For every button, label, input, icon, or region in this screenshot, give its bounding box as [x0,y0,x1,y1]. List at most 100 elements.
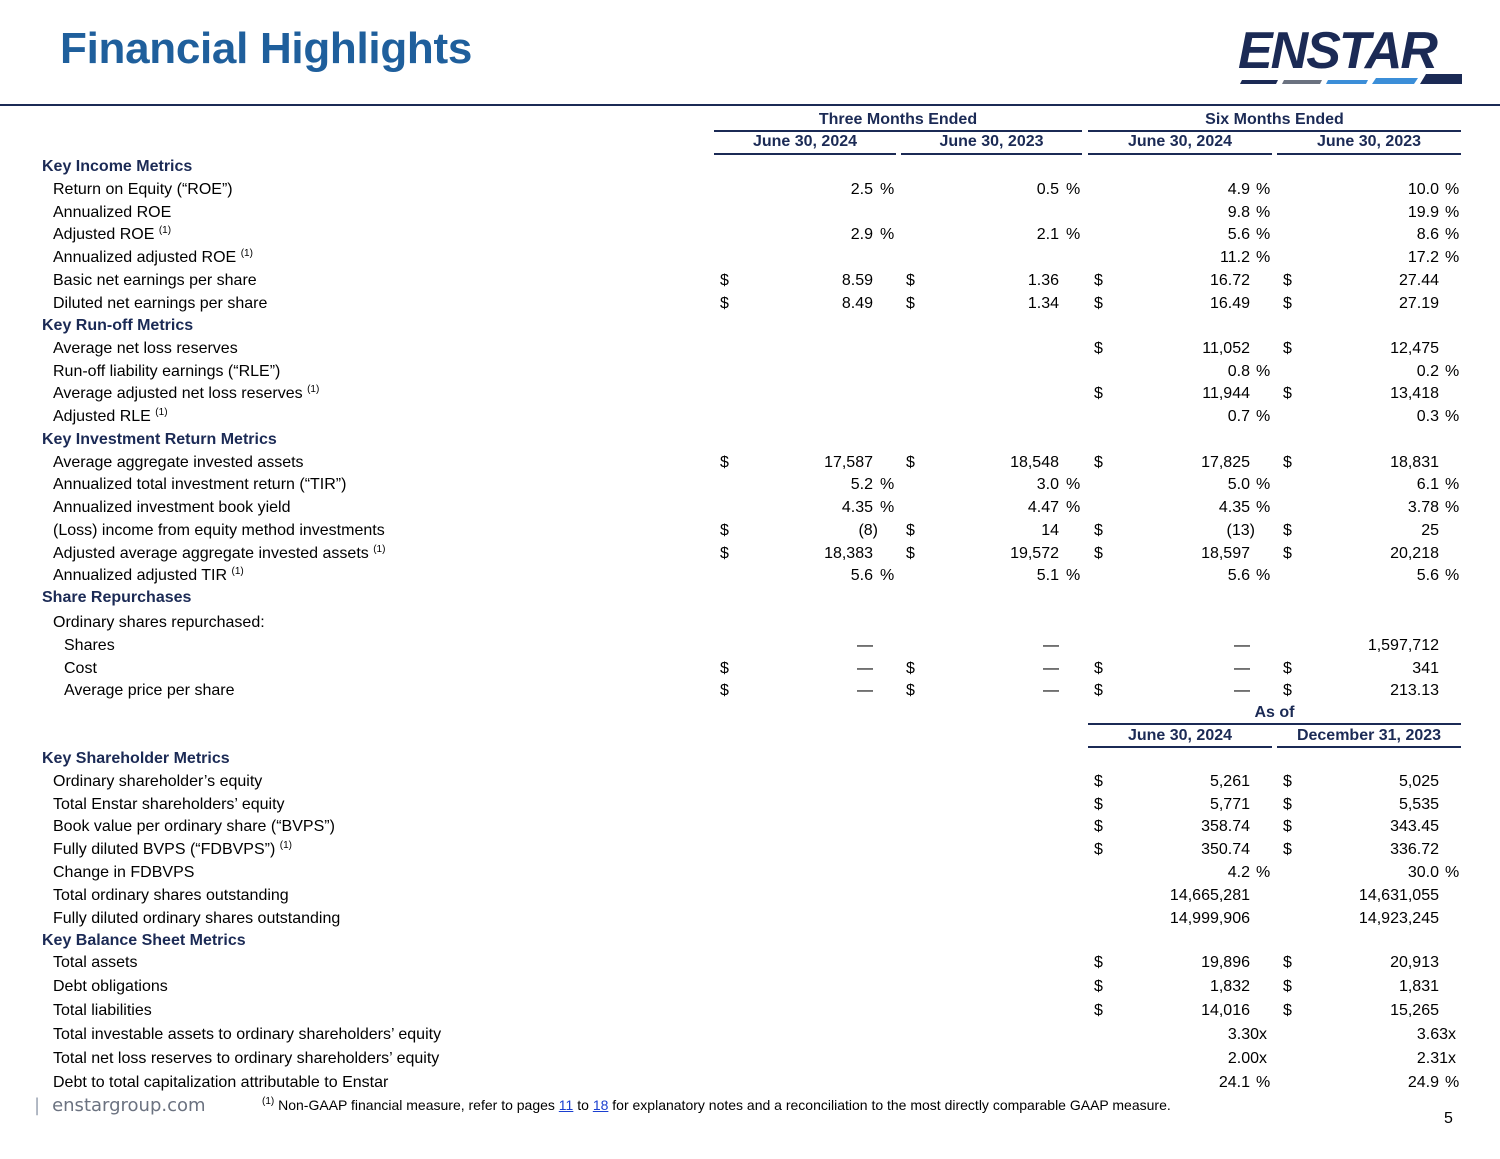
row-label: Ordinary shares repurchased: [53,614,265,632]
footer-separator: | [34,1095,41,1116]
row-label-text: Ordinary shareholder’s equity [53,773,263,790]
value-ytd-2023: 8.6 [1416,226,1439,243]
header-col1-rule [714,153,896,155]
row-label: Return on Equity (“ROE”) [53,181,233,199]
value-q2-2023: 14 [1041,522,1059,539]
dollar-sign: $ [1283,272,1292,289]
footnote-link-page-18[interactable]: 18 [592,1097,609,1113]
footnote-link-page-11[interactable]: 11 [558,1097,574,1113]
value-q2-2023: 4.47 [1027,499,1059,516]
row-label-text: Run-off liability earnings (“RLE”) [53,363,281,380]
value-ytd-2023: 13,418 [1390,385,1439,402]
row-label: Annualized total investment return (“TIR… [53,476,346,494]
percent-sign: % [1256,181,1271,198]
value-ytd-2023: 0.3 [1416,408,1439,425]
value-ytd-2024: 1,832 [1209,978,1250,995]
enstar-logo: ENSTAR [1238,22,1462,84]
row-label: Average net loss reserves [53,340,238,358]
value-q2-2024: 4.35 [841,499,873,516]
value-ytd-2023: 2.31x [1416,1050,1456,1067]
value-q2-2024: — [857,682,873,699]
dollar-sign: $ [1283,385,1292,402]
value-ytd-2024: 14,016 [1201,1002,1250,1019]
dollar-sign: $ [720,660,729,677]
value-ytd-2024: 16.72 [1209,272,1250,289]
value-ytd-2024: 18,597 [1201,545,1250,562]
dollar-sign: $ [1283,682,1292,699]
dollar-sign: $ [1283,954,1292,971]
dollar-sign: $ [1094,978,1103,995]
percent-sign: % [1256,567,1271,584]
footnote-marker: (1) [373,544,386,555]
footnote-text-pre: Non-GAAP financial measure, refer to pag… [278,1097,555,1113]
dollar-sign: $ [1283,522,1292,539]
row-label: Total net loss reserves to ordinary shar… [53,1050,439,1068]
percent-sign: % [880,476,895,493]
dollar-sign: $ [1094,385,1103,402]
value-ytd-2024: 5,261 [1209,773,1250,790]
value-q2-2024: 2.9 [850,226,873,243]
value-q2-2024: 2.5 [850,181,873,198]
row-label: Shares [64,637,115,655]
page-title: Financial Highlights [60,24,473,73]
header-col3-rule [1088,153,1272,155]
row-label: Adjusted average aggregate invested asse… [53,545,385,563]
percent-sign: % [1445,204,1460,221]
footer-site-url[interactable]: enstargroup.com [52,1095,206,1116]
dollar-sign: $ [906,682,915,699]
value-ytd-2023: 5,025 [1398,773,1439,790]
percent-sign: % [880,226,895,243]
dollar-sign: $ [720,295,729,312]
value-ytd-2023: 10.0 [1407,181,1439,198]
row-label: Average adjusted net loss reserves (1) [53,385,319,403]
value-ytd-2024: 358.74 [1201,818,1250,835]
row-label: Average price per share [64,682,234,700]
value-ytd-2024: 19,896 [1201,954,1250,971]
value-ytd-2024: 11,052 [1202,340,1250,357]
footnote-marker: (1) [155,407,168,418]
percent-sign: % [1256,249,1271,266]
dollar-sign: $ [1283,1002,1292,1019]
dollar-sign: $ [1094,841,1103,858]
row-label: Adjusted ROE (1) [53,226,171,244]
dollar-sign: $ [906,295,915,312]
value-ytd-2023: 213.13 [1390,682,1439,699]
row-label-text: Return on Equity (“ROE”) [53,181,233,198]
value-ytd-2023: 5.6 [1416,567,1439,584]
value-ytd-2023: 27.44 [1398,272,1439,289]
header-col2: June 30, 2023 [939,133,1044,150]
value-ytd-2023: 25 [1421,522,1439,539]
dollar-sign: $ [1283,841,1292,858]
dollar-sign: $ [720,522,729,539]
footnote-marker: (1) [262,1096,275,1107]
value-ytd-2023: 17.2 [1407,249,1439,266]
page-number: 5 [1444,1110,1453,1127]
value-ytd-2023: 12,475 [1390,340,1439,357]
dollar-sign: $ [1094,773,1103,790]
row-label: Debt obligations [53,978,168,996]
percent-sign: % [1445,408,1460,425]
row-label: Book value per ordinary share (“BVPS”) [53,818,335,836]
value-q2-2023: 19,572 [1010,545,1059,562]
value-ytd-2023: 343.45 [1390,818,1439,835]
row-label-text: Adjusted RLE [53,408,151,425]
section-heading: Share Repurchases [42,589,192,606]
header-col4: June 30, 2023 [1316,133,1422,150]
footer-site[interactable]: | enstargroup.com [34,1095,206,1116]
value-ytd-2023: 20,218 [1390,545,1439,562]
row-label: Ordinary shareholder’s equity [53,773,262,791]
header-three-months-rule [714,130,1082,132]
header-as-of-col3-rule [1088,746,1272,748]
percent-sign: % [1445,499,1460,516]
percent-sign: % [1256,363,1271,380]
row-label-text: Adjusted ROE [53,226,155,243]
value-ytd-2023: 6.1 [1416,476,1439,493]
value-q2-2024: 5.2 [850,476,873,493]
percent-sign: % [1256,408,1271,425]
row-label-text: Annualized ROE [53,204,172,221]
row-label-text: Cost [64,660,97,677]
footnote-marker: (1) [240,248,253,259]
value-ytd-2024: — [1234,637,1250,654]
value-q2-2023: 0.5 [1036,181,1059,198]
value-ytd-2024: 9.8 [1227,204,1250,221]
